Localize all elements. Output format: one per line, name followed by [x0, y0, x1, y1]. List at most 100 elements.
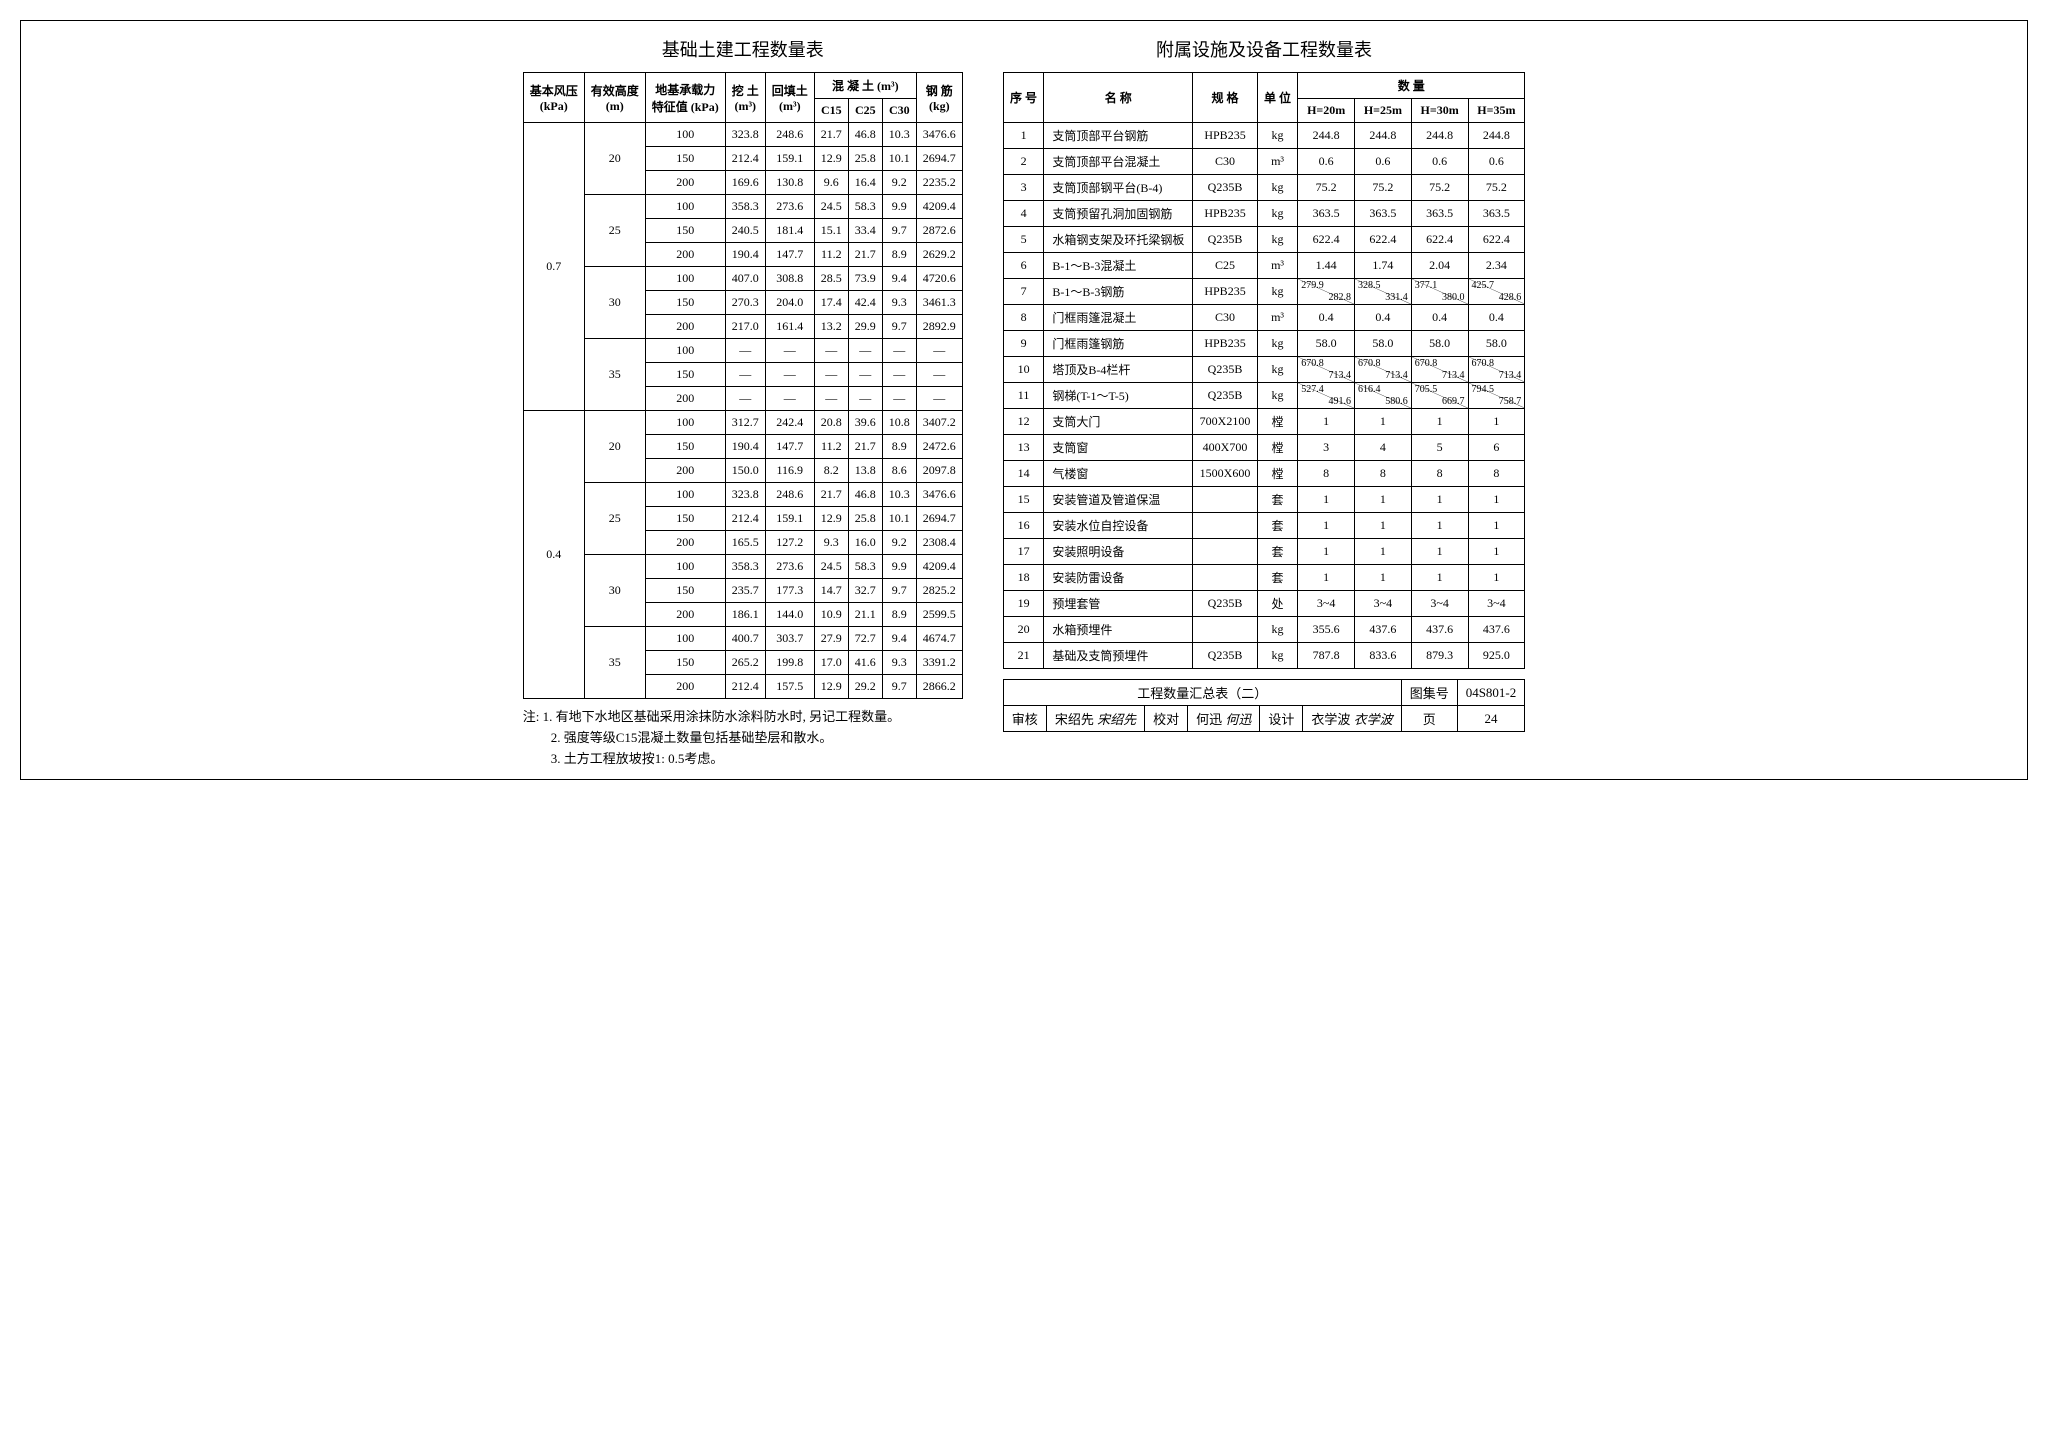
seq-cell: 8	[1003, 305, 1044, 331]
name-cell: 支筒窗	[1044, 435, 1193, 461]
table-row: 6B-1～B-3混凝土C25m³1.441.742.042.34	[1003, 253, 1524, 279]
hdr-c15: C15	[814, 99, 848, 123]
unit-cell: m³	[1257, 253, 1298, 279]
value-cell: 925.0	[1468, 643, 1525, 669]
back-cell: 144.0	[765, 603, 814, 627]
steel-cell: —	[916, 339, 962, 363]
design-label: 设计	[1260, 706, 1303, 732]
unit-cell: kg	[1257, 357, 1298, 383]
value-cell: 1	[1298, 565, 1355, 591]
steel-cell: 4209.4	[916, 555, 962, 579]
value-cell: 1	[1355, 565, 1412, 591]
spec-cell: HPB235	[1193, 201, 1258, 227]
spec-cell: C25	[1193, 253, 1258, 279]
right-section: 附属设施及设备工程数量表 序 号名 称规 格单 位数 量H=20mH=25mH=…	[1003, 36, 1525, 769]
check-sign: 何迅	[1225, 712, 1251, 727]
exc-cell: 358.3	[725, 555, 765, 579]
value-cell: 75.2	[1411, 175, 1468, 201]
bearing-cell: 150	[645, 363, 725, 387]
exc-cell: 407.0	[725, 267, 765, 291]
c15-cell: 24.5	[814, 555, 848, 579]
c30-cell: 10.1	[882, 507, 916, 531]
table-row: 3支筒顶部钢平台(B-4)Q235Bkg75.275.275.275.2	[1003, 175, 1524, 201]
hdr-name: 名 称	[1044, 73, 1193, 123]
spec-cell	[1193, 617, 1258, 643]
c15-cell: 12.9	[814, 675, 848, 699]
value-cell: 787.8	[1298, 643, 1355, 669]
value-cell: 6	[1468, 435, 1525, 461]
value-cell: 244.8	[1468, 123, 1525, 149]
table-row: 0.720100323.8248.621.746.810.33476.6	[523, 123, 962, 147]
table-row: 13支筒窗400X700樘3456	[1003, 435, 1524, 461]
value-cell: 8	[1411, 461, 1468, 487]
unit-cell: kg	[1257, 331, 1298, 357]
exc-cell: —	[725, 363, 765, 387]
steel-cell: 2872.6	[916, 219, 962, 243]
value-cell: 3	[1298, 435, 1355, 461]
c25-cell: 16.0	[848, 531, 882, 555]
bearing-cell: 150	[645, 507, 725, 531]
table-row: 12支筒大门700X2100樘1111	[1003, 409, 1524, 435]
name-cell: 预埋套管	[1044, 591, 1193, 617]
value-cell: 0.4	[1298, 305, 1355, 331]
split-cell: 794.5758.7	[1468, 383, 1525, 409]
c30-cell: 9.3	[882, 291, 916, 315]
hdr-h30: H=30m	[1411, 99, 1468, 123]
table-row: 10塔顶及B-4栏杆Q235Bkg 670.8713.4 670.8713.4 …	[1003, 357, 1524, 383]
steel-cell: —	[916, 387, 962, 411]
table-row: 9门框雨篷钢筋HPB235kg58.058.058.058.0	[1003, 331, 1524, 357]
seq-cell: 11	[1003, 383, 1044, 409]
seq-cell: 1	[1003, 123, 1044, 149]
page-value: 24	[1457, 706, 1525, 732]
seq-cell: 10	[1003, 357, 1044, 383]
c15-cell: 24.5	[814, 195, 848, 219]
value-cell: 3~4	[1468, 591, 1525, 617]
value-cell: 244.8	[1355, 123, 1412, 149]
value-cell: 1	[1355, 539, 1412, 565]
c25-cell: —	[848, 387, 882, 411]
c30-cell: 8.9	[882, 243, 916, 267]
value-cell: 363.5	[1468, 201, 1525, 227]
title-block: 工程数量汇总表（二） 图集号 04S801-2 审核 宋绍先 宋绍先 校对 何迅…	[1003, 679, 1525, 732]
name-cell: 水箱预埋件	[1044, 617, 1193, 643]
value-cell: 0.6	[1355, 149, 1412, 175]
split-cell: 279.9282.8	[1298, 279, 1355, 305]
seq-cell: 21	[1003, 643, 1044, 669]
exc-cell: —	[725, 339, 765, 363]
c15-cell: 21.7	[814, 483, 848, 507]
equipment-table: 序 号名 称规 格单 位数 量H=20mH=25mH=30mH=35m1支筒顶部…	[1003, 72, 1525, 669]
c25-cell: 72.7	[848, 627, 882, 651]
spec-cell	[1193, 487, 1258, 513]
c25-cell: 33.4	[848, 219, 882, 243]
table-row: 0.420100312.7242.420.839.610.83407.2	[523, 411, 962, 435]
spec-cell: 1500X600	[1193, 461, 1258, 487]
exc-cell: 190.4	[725, 243, 765, 267]
hdr-c25: C25	[848, 99, 882, 123]
c25-cell: 58.3	[848, 555, 882, 579]
c15-cell: 21.7	[814, 123, 848, 147]
hdr-unit: 单 位	[1257, 73, 1298, 123]
name-cell: 支筒顶部平台混凝土	[1044, 149, 1193, 175]
table-row: 18安装防雷设备套1111	[1003, 565, 1524, 591]
value-cell: 0.6	[1468, 149, 1525, 175]
spec-cell	[1193, 513, 1258, 539]
value-cell: 0.6	[1298, 149, 1355, 175]
value-cell: 0.6	[1411, 149, 1468, 175]
value-cell: 4	[1355, 435, 1412, 461]
back-cell: —	[765, 387, 814, 411]
table-row: 30100407.0308.828.573.99.44720.6	[523, 267, 962, 291]
exc-cell: 358.3	[725, 195, 765, 219]
value-cell: 8	[1468, 461, 1525, 487]
exc-cell: 212.4	[725, 507, 765, 531]
bearing-cell: 100	[645, 123, 725, 147]
back-cell: 273.6	[765, 195, 814, 219]
design-name: 衣学波	[1311, 712, 1350, 727]
back-cell: 147.7	[765, 243, 814, 267]
value-cell: 833.6	[1355, 643, 1412, 669]
hdr-seq: 序 号	[1003, 73, 1044, 123]
unit-cell: kg	[1257, 227, 1298, 253]
c30-cell: 9.7	[882, 675, 916, 699]
value-cell: 75.2	[1298, 175, 1355, 201]
value-cell: 1	[1468, 539, 1525, 565]
c30-cell: 10.8	[882, 411, 916, 435]
